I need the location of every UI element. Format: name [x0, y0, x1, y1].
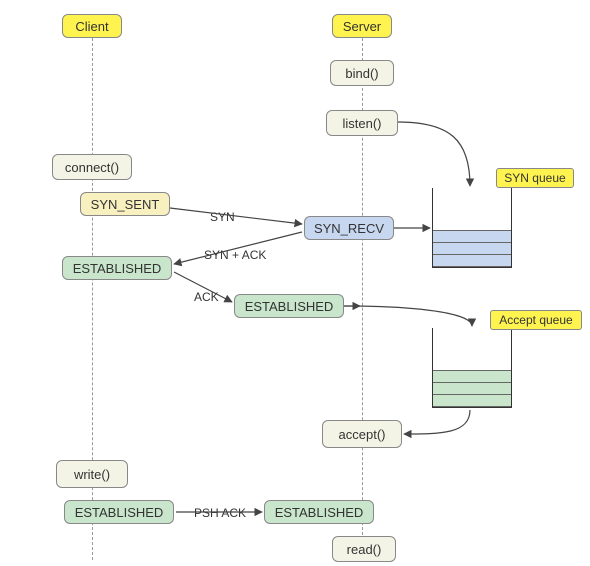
msg-ack: ACK: [194, 290, 219, 304]
node-accept-label: accept(): [339, 427, 386, 442]
queue-syn-row: [433, 242, 511, 243]
syn-arrow: [170, 208, 302, 224]
node-bind-label: bind(): [345, 66, 378, 81]
node-syn-recv: SYN_RECV: [304, 216, 394, 240]
queue-accept-row: [433, 394, 511, 395]
node-est-server: ESTABLISHED: [234, 294, 344, 318]
node-syn-recv-label: SYN_RECV: [314, 221, 384, 236]
queue-accept-row: [433, 382, 511, 383]
node-listen: listen(): [326, 110, 398, 136]
queue-syn-row: [433, 230, 511, 231]
node-connect: connect(): [52, 154, 132, 180]
actor-client: Client: [62, 14, 122, 38]
queue-accept-title: Accept queue: [490, 310, 582, 330]
node-accept: accept(): [322, 420, 402, 448]
node-read-label: read(): [347, 542, 382, 557]
node-listen-label: listen(): [342, 116, 381, 131]
node-est-s2: ESTABLISHED: [264, 500, 374, 524]
est-to-acceptq: [344, 306, 472, 326]
listen-to-synq: [398, 122, 470, 186]
node-est-s2-label: ESTABLISHED: [275, 505, 364, 520]
node-syn-sent-label: SYN_SENT: [91, 197, 160, 212]
node-syn-sent: SYN_SENT: [80, 192, 170, 216]
msg-psh-ack: PSH ACK: [194, 506, 246, 520]
node-write: write(): [56, 460, 128, 488]
node-est-c2: ESTABLISHED: [64, 500, 174, 524]
queue-syn: [432, 188, 512, 268]
node-est-c2-label: ESTABLISHED: [75, 505, 164, 520]
queue-accept-row: [433, 406, 511, 407]
node-est-client-label: ESTABLISHED: [73, 261, 162, 276]
queue-syn-row: [433, 266, 511, 267]
node-est-client: ESTABLISHED: [62, 256, 172, 280]
queue-syn-fill: [433, 231, 511, 267]
queue-accept: [432, 328, 512, 408]
node-write-label: write(): [74, 467, 110, 482]
msg-syn-ack: SYN + ACK: [204, 248, 266, 262]
node-est-server-label: ESTABLISHED: [245, 299, 334, 314]
node-read: read(): [332, 536, 396, 562]
queue-syn-row: [433, 254, 511, 255]
queue-accept-fill: [433, 371, 511, 407]
queue-accept-row: [433, 370, 511, 371]
node-connect-label: connect(): [65, 160, 119, 175]
msg-syn: SYN: [210, 210, 235, 224]
actor-client-label: Client: [75, 19, 108, 34]
node-bind: bind(): [330, 60, 394, 86]
queue-syn-title: SYN queue: [496, 168, 574, 188]
actor-server: Server: [332, 14, 392, 38]
actor-server-label: Server: [343, 19, 381, 34]
acceptq-to-accept: [404, 410, 470, 434]
